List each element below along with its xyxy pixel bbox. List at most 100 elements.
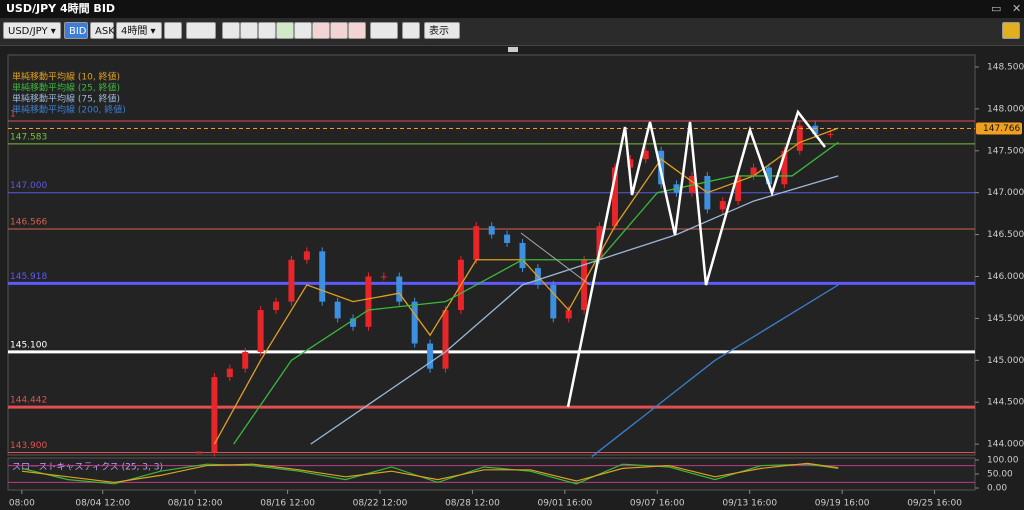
candle: [581, 259, 588, 311]
tool-icon[interactable]: [164, 22, 182, 39]
draw-icon[interactable]: [370, 22, 398, 39]
minimize-button[interactable]: ▭: [991, 2, 1002, 15]
stochastic-tick-label: 0.00: [987, 484, 1007, 494]
level-label: 144.442: [10, 396, 47, 406]
x-tick-label: 08/28 12:00: [445, 499, 500, 509]
candle: [596, 226, 603, 260]
y-tick-label: 145.500: [987, 314, 1024, 324]
collapse-handle[interactable]: [508, 47, 518, 52]
candle: [442, 310, 449, 369]
candle: [319, 251, 326, 302]
candle: [288, 259, 295, 302]
y-tick-label: 147.500: [987, 146, 1024, 156]
x-tick-label: 08/04 12:00: [75, 499, 130, 509]
candle: [719, 201, 726, 210]
stochastic-line: [21, 463, 839, 485]
level-label: 147.000: [10, 181, 47, 191]
moving-average-line: [233, 141, 839, 445]
tool-icon[interactable]: [312, 22, 330, 39]
candle: [350, 318, 357, 327]
moving-average-line: [310, 175, 839, 445]
candle: [396, 276, 403, 302]
candle: [273, 301, 280, 311]
y-tick-label: 145.000: [987, 356, 1024, 366]
legend-entry: 単純移動平均線 (200, 終値): [12, 104, 126, 116]
legend-entry: 単純移動平均線 (25, 終値): [12, 82, 120, 94]
candle: [796, 125, 803, 151]
x-tick-label: 08:00: [9, 499, 35, 509]
y-tick-label: 146.000: [987, 272, 1024, 282]
tool-icon[interactable]: [294, 22, 312, 39]
level-label: 143.900: [10, 441, 47, 451]
candle: [627, 159, 634, 168]
legend-entry: 単純移動平均線 (75, 終値): [12, 93, 120, 105]
candle: [380, 276, 387, 278]
x-tick-label: 08/10 12:00: [168, 499, 223, 509]
x-tick-label: 09/07 16:00: [630, 499, 685, 509]
level-label: 147.583: [10, 132, 47, 142]
symbol: USD/JPY: [8, 26, 48, 37]
view: 表示: [429, 26, 449, 37]
toolbar: USD/JPY ▾ BID ASK 4時間 ▾ 表示 ▾: [0, 18, 1024, 54]
candle: [642, 150, 649, 160]
moving-average-line: [591, 284, 839, 458]
stochastic-line: [21, 462, 839, 484]
settings-icon[interactable]: [1002, 22, 1020, 39]
current-price-label: 147.766: [983, 124, 1020, 134]
candle: [196, 451, 203, 454]
zoom-in-icon[interactable]: [222, 22, 240, 39]
candle: [565, 310, 572, 319]
tool-icon[interactable]: [330, 22, 348, 39]
y-tick-label: 144.000: [987, 440, 1024, 450]
y-tick-label: 144.500: [987, 398, 1024, 408]
candle: [611, 167, 618, 227]
current-price-box: [976, 122, 1022, 135]
tool-icon[interactable]: [276, 22, 294, 39]
stochastic-tick-label: 100.00: [987, 455, 1019, 465]
tool-icon[interactable]: [402, 22, 420, 39]
candle: [812, 125, 819, 135]
y-tick-label: 148.500: [987, 62, 1024, 72]
stochastic-tick-label: 50.00: [987, 470, 1013, 480]
y-tick-label: 146.500: [987, 230, 1024, 240]
candle: [427, 343, 434, 369]
x-tick-label: 09/25 16:00: [907, 499, 962, 509]
stochastic-pane: [7, 457, 976, 491]
timeframe: 4時間: [121, 26, 148, 37]
level-label: 145.100: [10, 340, 47, 350]
zigzag-drawing: [566, 109, 826, 408]
candle: [827, 134, 834, 136]
candle: [334, 301, 341, 319]
ask-button[interactable]: ASK: [90, 22, 115, 39]
x-tick-label: 09/01 16:00: [537, 499, 592, 509]
plot-layer: 148.500 148.000 147.500 147.000 146.500 146.0…: [8, 62, 1024, 509]
view-select[interactable]: 表示 ▾: [424, 22, 460, 54]
zoom-out-icon[interactable]: [240, 22, 258, 39]
candle: [257, 310, 264, 352]
candle: [735, 175, 742, 202]
bid-button[interactable]: BID: [64, 22, 88, 39]
candle: [781, 150, 788, 185]
candle: [303, 251, 310, 260]
candle: [473, 226, 480, 260]
level-label: 1: [10, 109, 16, 119]
symbol-select[interactable]: USD/JPY ▾: [3, 22, 61, 39]
chart-type-icon[interactable]: [186, 22, 216, 39]
candle: [411, 301, 418, 344]
y-tick-label: 148.000: [987, 104, 1024, 114]
tool-icon[interactable]: [348, 22, 366, 39]
candle: [504, 234, 511, 243]
window-title: USD/JPY 4時間 BID: [6, 2, 116, 15]
tool-icon[interactable]: [258, 22, 276, 39]
stochastic-title: スローストキャスティクス (25, 3, 3): [12, 462, 163, 473]
trend-line: [520, 232, 591, 286]
x-tick-label: 09/13 16:00: [722, 499, 777, 509]
candle: [550, 284, 557, 319]
candle: [519, 242, 526, 269]
candle: [365, 276, 372, 327]
x-tick-label: 08/16 12:00: [260, 499, 315, 509]
close-button[interactable]: ✕: [1012, 2, 1022, 15]
timeframe-select[interactable]: 4時間 ▾: [116, 22, 162, 39]
